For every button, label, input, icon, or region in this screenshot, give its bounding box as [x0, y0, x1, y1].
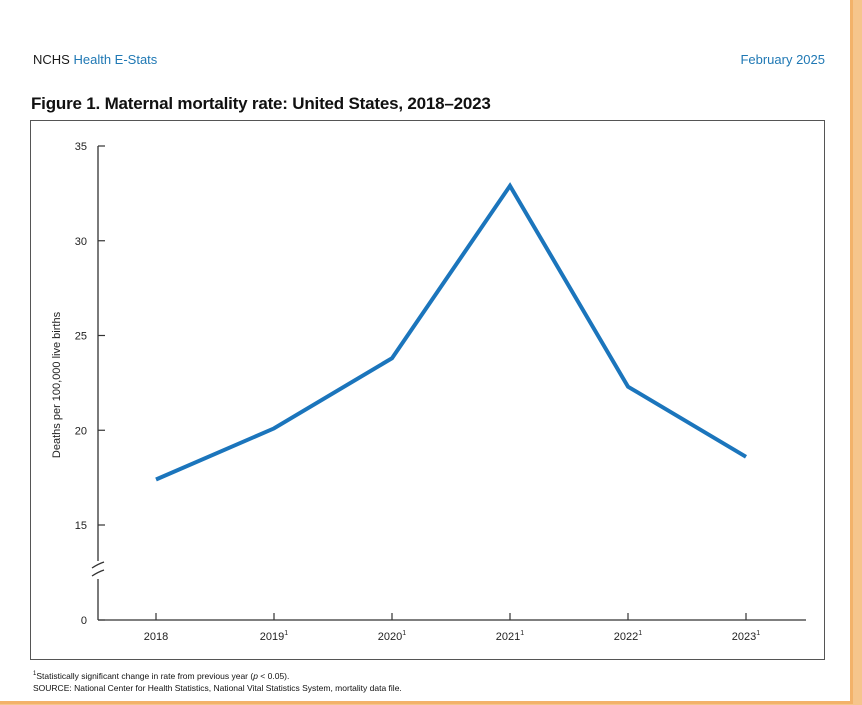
x-tick-label: 20201 — [378, 630, 406, 643]
product-name: Health E-Stats — [73, 52, 158, 67]
x-tick-label: 20211 — [496, 630, 524, 643]
y-tick-label: 20 — [75, 425, 87, 437]
axis-break-icon — [91, 561, 105, 577]
footnote-text-end: < 0.05). — [257, 670, 290, 681]
footnote-text: Statistically significant change in rate… — [36, 670, 254, 681]
x-tick-superscript: 1 — [638, 630, 642, 637]
source-note: SOURCE: National Center for Health Stati… — [33, 682, 402, 693]
y-tick-label: 0 — [81, 615, 87, 627]
x-tick-label: 2018 — [144, 631, 168, 643]
x-tick-label: 20191 — [260, 630, 288, 643]
org-name: NCHS — [33, 52, 70, 67]
chart-box: 0 15 20 25 30 35 Deaths per 100,000 live birth… — [30, 120, 825, 660]
y-tick-label: 35 — [75, 141, 87, 153]
publication-date: February 2025 — [740, 52, 825, 67]
header-left: NCHS Health E-Stats — [33, 52, 157, 67]
y-tick-label: 25 — [75, 331, 87, 343]
x-tick-superscript: 1 — [402, 630, 406, 637]
x-tick-superscript: 1 — [520, 630, 524, 637]
footnotes: 1Statistically significant change in rat… — [33, 668, 402, 694]
x-tick-label: 20231 — [732, 630, 760, 643]
y-tick-label: 15 — [75, 520, 87, 532]
figure-title: Figure 1. Maternal mortality rate: Unite… — [31, 94, 491, 113]
significance-footnote: 1Statistically significant change in rat… — [33, 668, 402, 682]
x-tick-superscript: 1 — [756, 630, 760, 637]
y-tick-label: 30 — [75, 236, 87, 248]
footnote-p: p — [253, 670, 258, 681]
line-chart: 0 15 20 25 30 35 Deaths per 100,000 live birth… — [51, 141, 806, 643]
x-tick-superscript: 1 — [284, 630, 288, 637]
footnote-marker: 1 — [33, 671, 37, 677]
series-line — [155, 182, 748, 482]
y-axis-title: Deaths per 100,000 live births — [51, 311, 63, 458]
x-tick-label: 20221 — [614, 630, 642, 643]
